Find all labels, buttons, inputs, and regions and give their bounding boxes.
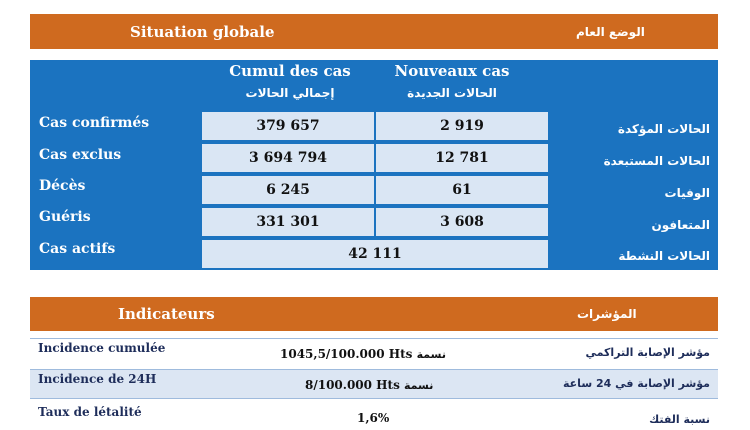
indicators-title-ar: المؤشرات: [577, 307, 637, 321]
indicator-value-24h-incidence-fr: 8/100.000 Hts: [305, 378, 400, 392]
indicators-title-fr: Indicateurs: [118, 305, 215, 323]
cell-confirmed-new: 2 919: [376, 112, 548, 140]
indicator-value-cumulative-incidence-fr: 1045,5/100.000 Hts: [280, 347, 413, 361]
row-label-excluded: Cas exclus: [39, 147, 122, 163]
situation-title-ar: الوضع العام: [576, 24, 645, 39]
cell-recovered-new: 3 608: [376, 208, 548, 236]
column-header-cumul: Cumul des cas إجمالي الحالات: [220, 60, 360, 110]
column-header-new-fr: Nouveaux cas: [394, 62, 510, 80]
indicator-label-cumulative-incidence-ar: مؤشر الإصابة التراكمي: [585, 346, 710, 359]
situation-table: Cumul des cas إجمالي الحالات Nouveaux ca…: [30, 60, 718, 270]
indicator-row-lethality: Taux de létalité 1,6% نسبة الفتك: [30, 403, 718, 430]
indicator-value-24h-incidence: 8/100.000 Hts نسمة: [305, 378, 433, 392]
situation-title-fr: Situation globale: [130, 22, 275, 41]
indicator-label-24h-incidence-ar: مؤشر الإصابة في 24 ساعة: [563, 377, 710, 390]
row-label-active: Cas actifs: [39, 241, 116, 257]
cell-recovered-cumul: 331 301: [202, 208, 374, 236]
row-label-deaths-ar: الوفيات: [664, 186, 710, 200]
indicators-header: Indicateurs المؤشرات: [30, 297, 718, 331]
indicator-value-cumulative-incidence: 1045,5/100.000 Hts نسمة: [280, 347, 446, 361]
cell-confirmed-cumul: 379 657: [202, 112, 374, 140]
column-header-new: Nouveaux cas الحالات الجديدة: [382, 60, 522, 110]
row-label-confirmed-ar: الحالات المؤكدة: [617, 122, 710, 136]
cell-excluded-cumul: 3 694 794: [202, 144, 374, 172]
row-label-recovered-ar: المتعافون: [651, 218, 710, 232]
indicator-value-cumulative-incidence-ar: نسمة: [416, 348, 446, 361]
indicator-value-24h-incidence-ar: نسمة: [404, 379, 434, 392]
column-header-new-ar: الحالات الجديدة: [407, 86, 497, 100]
indicator-row-cumulative-incidence: Incidence cumulée 1045,5/100.000 Hts نسم…: [30, 338, 718, 368]
row-label-active-ar: الحالات النشطة: [618, 249, 710, 263]
cell-deaths-new: 61: [376, 176, 548, 204]
row-label-deaths: Décès: [39, 178, 86, 194]
cell-deaths-cumul: 6 245: [202, 176, 374, 204]
situation-header: Situation globale الوضع العام: [30, 14, 718, 49]
indicator-label-cumulative-incidence: Incidence cumulée: [38, 341, 166, 355]
indicator-label-lethality-ar: نسبة الفتك: [649, 413, 710, 426]
row-label-recovered: Guéris: [39, 209, 91, 225]
indicator-row-24h-incidence: Incidence de 24H 8/100.000 Hts نسمة مؤشر…: [30, 369, 718, 399]
cell-active-total: 42 111: [202, 240, 548, 268]
indicator-label-24h-incidence: Incidence de 24H: [38, 372, 157, 386]
row-label-confirmed: Cas confirmés: [39, 115, 150, 131]
column-header-cumul-fr: Cumul des cas: [229, 62, 351, 80]
row-label-excluded-ar: الحالات المستبعدة: [603, 154, 710, 168]
indicator-label-lethality: Taux de létalité: [38, 405, 142, 419]
cell-excluded-new: 12 781: [376, 144, 548, 172]
column-header-cumul-ar: إجمالي الحالات: [245, 86, 335, 100]
indicator-value-lethality: 1,6%: [357, 411, 390, 425]
